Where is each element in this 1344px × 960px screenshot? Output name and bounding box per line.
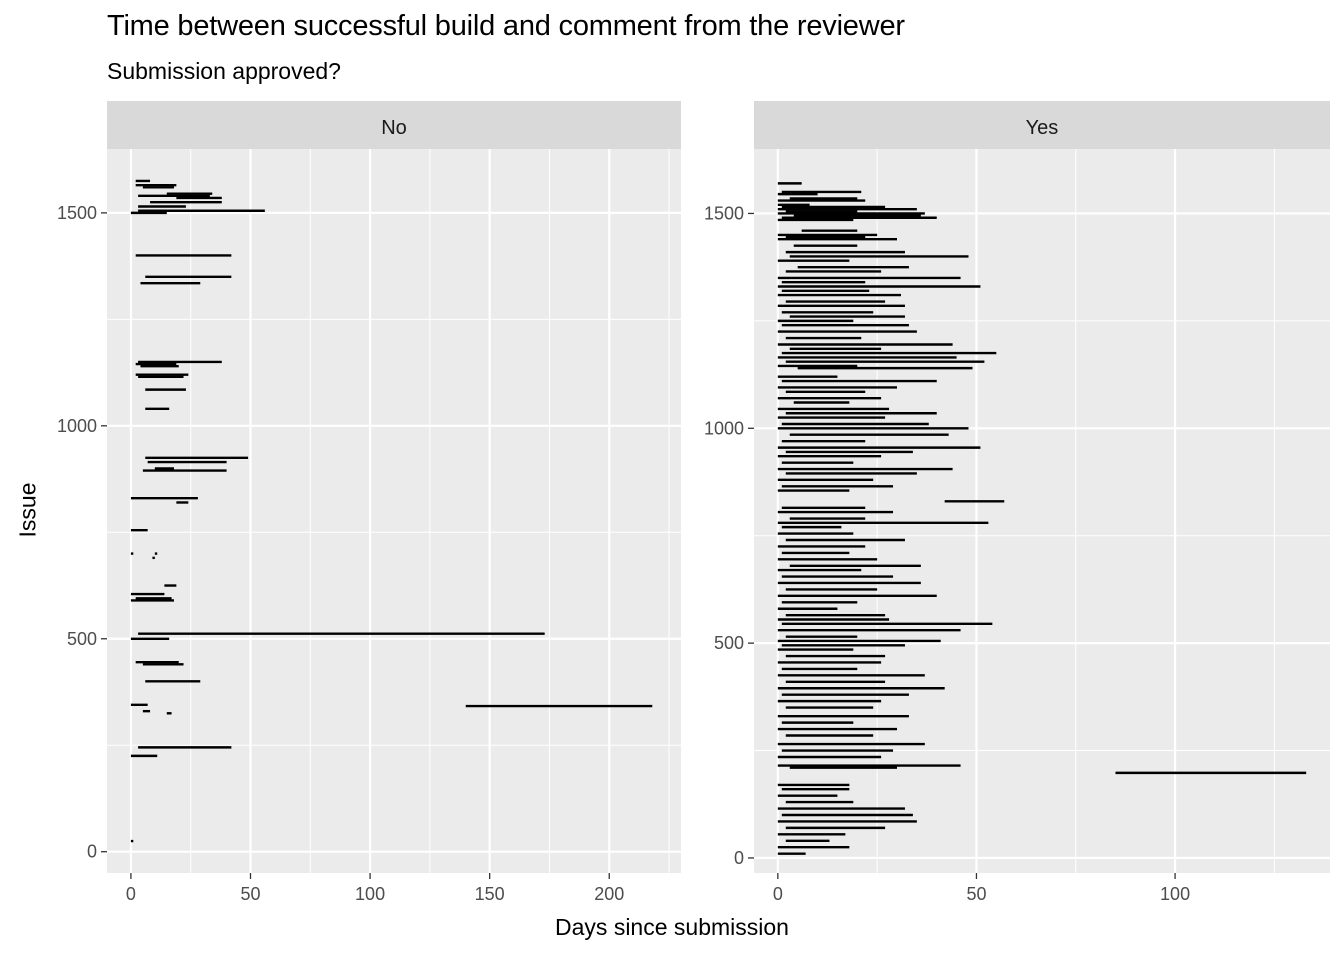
y-tick-label: 1000 [57,416,97,436]
facet-label-yes: Yes [1026,117,1059,139]
x-tick-label: 0 [773,884,783,904]
y-tick-label: 1500 [704,203,744,223]
y-tick-label: 0 [734,848,744,868]
x-tick-label: 100 [355,884,385,904]
facet-strip-yes [754,101,1330,149]
x-axis-label: Days since submission [555,914,789,940]
x-tick-label: 0 [126,884,136,904]
y-tick-label: 500 [67,629,97,649]
chart-title: Time between successful build and commen… [107,10,905,42]
chart-subtitle: Submission approved? [107,58,341,84]
panel-background-no [107,149,681,873]
x-tick-label: 100 [1160,884,1190,904]
x-tick-label: 50 [966,884,986,904]
x-tick-label: 200 [594,884,624,904]
y-tick-label: 1500 [57,203,97,223]
y-tick-label: 1000 [704,418,744,438]
x-tick-label: 150 [475,884,505,904]
facet-label-no: No [381,117,407,139]
facet-strip-no [107,101,681,149]
y-tick-label: 0 [87,842,97,862]
y-tick-label: 500 [714,633,744,653]
x-tick-label: 50 [240,884,260,904]
